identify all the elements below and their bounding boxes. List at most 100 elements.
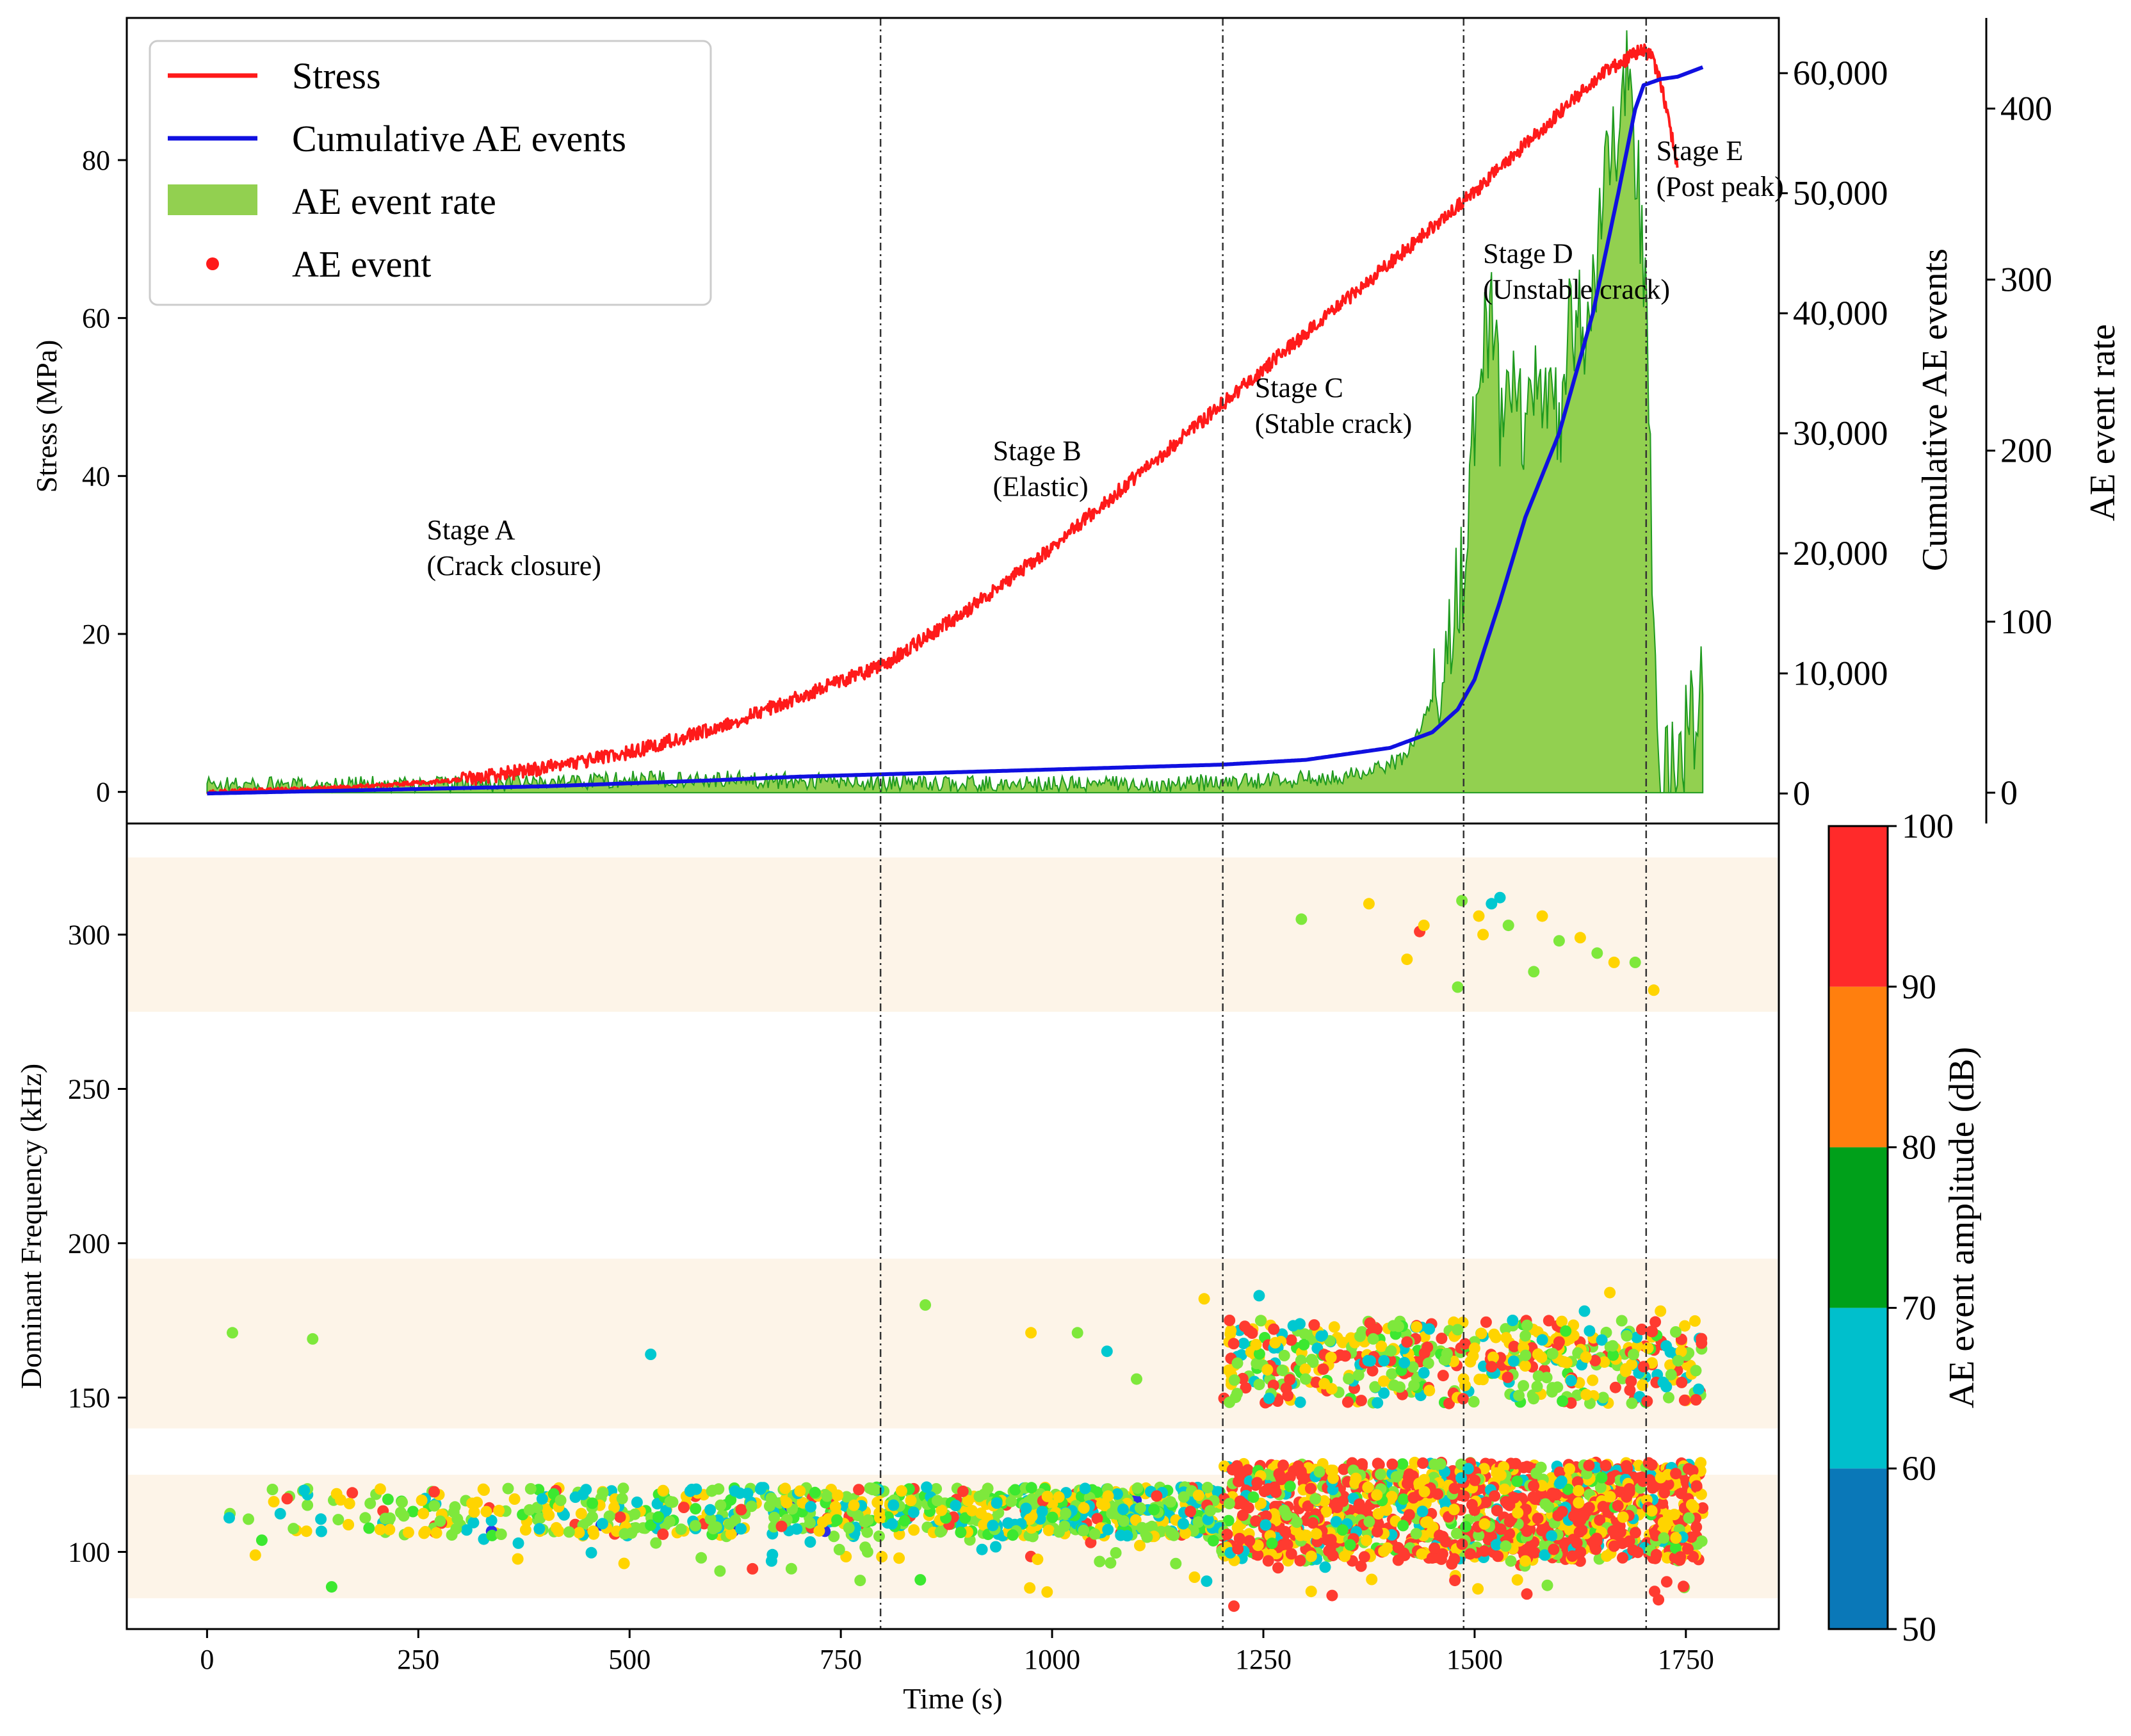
scatter-point [374,1523,386,1536]
scatter-point [587,1525,599,1537]
scatter-point [1583,1459,1595,1472]
scatter-point [1591,1532,1603,1545]
scatter-point [629,1508,641,1520]
scatter-point [1365,1355,1377,1367]
scatter-point [1371,1526,1383,1537]
scatter-point [1250,1515,1262,1527]
scatter-point [1327,1550,1339,1562]
scatter-point [1371,1489,1383,1501]
scatter-point [1418,1486,1430,1498]
scatter-point [1418,920,1430,932]
scatter-point [1594,1514,1606,1526]
scatter-point [1089,1528,1101,1540]
scatter-point [1168,1529,1180,1541]
scatter-point [1695,1457,1707,1469]
time-axis-label: Time (s) [903,1682,1003,1715]
scatter-point [822,1513,834,1525]
scatter-point [735,1523,747,1535]
scatter-point [1591,947,1603,959]
scatter-point [1378,1545,1390,1557]
scatter-point [1356,1458,1368,1470]
scatter-point [1285,1334,1297,1346]
scatter-point [1337,1495,1349,1507]
scatter-point [1273,1468,1285,1480]
scatter-point [480,1505,492,1518]
scatter-point [1410,1528,1422,1540]
scatter-point [1608,956,1620,968]
scatter-point [813,1525,825,1537]
scatter-point [1687,1464,1699,1477]
scatter-point [1500,1332,1512,1344]
scatter-point [936,1504,948,1516]
scatter-point [976,1543,988,1555]
scatter-point [667,1496,679,1508]
scatter-point [1202,1513,1214,1525]
legend: Stress Cumulative AE events AE event rat… [149,40,712,306]
scatter-point [704,1513,717,1525]
scatter-point [1285,1548,1297,1560]
scatter-point [1670,1532,1682,1544]
scatter-point [1363,1516,1375,1528]
scatter-point [1091,1513,1103,1525]
scatter-point [1539,1549,1551,1561]
scatter-point [1185,1505,1197,1518]
scatter-point [1204,1505,1217,1517]
scatter-point [657,1484,669,1497]
scatter-point [920,1299,932,1311]
scatter-point [1228,1600,1240,1612]
scatter-point [1532,1513,1544,1525]
scatter-point [1352,1369,1365,1381]
event-rate-tick-label: 400 [2000,90,2052,128]
scatter-point [1685,1531,1698,1543]
scatter-point [1437,1370,1449,1382]
scatter-point [1546,1348,1559,1359]
cumulative-tick-label: 40,000 [1793,294,1888,332]
scatter-point [1609,1381,1621,1393]
scatter-point [1296,1470,1308,1482]
scatter-point [1457,1393,1469,1405]
scatter-point [1449,1575,1461,1587]
scatter-point [1604,1286,1616,1299]
scatter-point [1266,1537,1278,1550]
scatter-point [1102,1523,1114,1536]
colorbar-bin-0 [1829,1468,1888,1629]
scatter-point [1464,1548,1476,1560]
scatter-point [1141,1531,1153,1543]
scatter-point [950,1500,962,1511]
scatter-point [955,1527,967,1538]
scatter-point [1436,1333,1448,1345]
scatter-point [1386,1368,1398,1380]
scatter-point [1594,1481,1607,1493]
scatter-point [843,1522,855,1534]
scatter-point [1260,1484,1272,1497]
scatter-point [1452,981,1464,993]
time-tick-label: 750 [820,1644,862,1675]
frequency-tick-label: 150 [68,1383,110,1414]
scatter-point [335,1494,346,1506]
scatter-point [1560,1325,1572,1337]
scatter-point [1478,1463,1490,1475]
scatter-point [1343,1373,1355,1384]
scatter-point [695,1552,708,1564]
scatter-point [1354,1330,1366,1342]
scatter-point [288,1523,300,1535]
scatter-point [1601,1550,1613,1562]
cumulative-tick-label: 50,000 [1793,174,1888,213]
scatter-point [1637,1475,1649,1488]
scatter-point [1532,1370,1544,1382]
scatter-point [962,1495,974,1507]
scatter-point [325,1581,337,1593]
scatter-point [1005,1495,1017,1507]
scatter-point [1110,1547,1122,1559]
scatter-point [887,1499,900,1511]
scatter-point [512,1553,524,1565]
scatter-point [1325,1534,1337,1546]
scatter-point [1616,1315,1628,1327]
scatter-point [1046,1511,1058,1523]
scatter-point [861,1546,873,1558]
scatter-point [1679,1320,1691,1332]
scatter-point [1473,910,1485,922]
scatter-point [1589,1354,1601,1367]
scatter-point [707,1523,719,1535]
scatter-point [1456,1538,1468,1550]
